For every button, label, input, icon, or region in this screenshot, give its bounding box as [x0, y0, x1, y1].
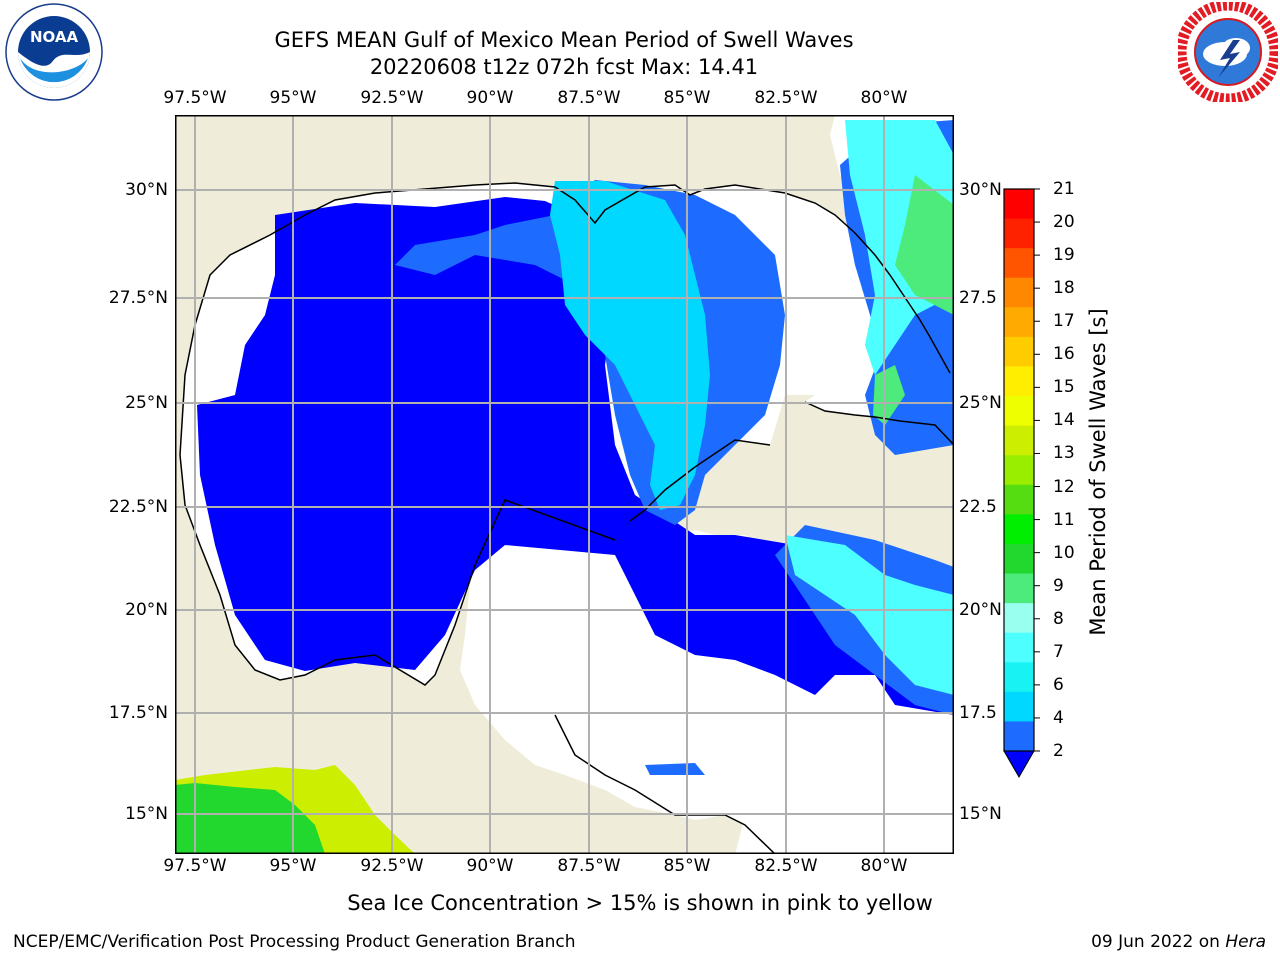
lat-lon-grid [175, 115, 954, 854]
colorbar-extend-arrow [1003, 750, 1035, 779]
colorbar-tick-label: 12 [1053, 476, 1075, 497]
colorbar-tick-label: 18 [1053, 278, 1075, 299]
lon-tick-top: 95°W [269, 88, 317, 108]
noaa-logo: NOAA [5, 3, 103, 101]
lon-tick-top: 87.5°W [557, 88, 621, 108]
colorbar-segment [1004, 662, 1034, 693]
footer-host: Hera [1225, 932, 1266, 952]
colorbar-segment [1004, 425, 1034, 456]
noaa-logo-text: NOAA [30, 28, 79, 46]
nws-logo [1178, 2, 1278, 102]
lon-tick-bottom: 92.5°W [360, 856, 424, 876]
lat-tick-right: 27.5 [959, 288, 997, 308]
lat-tick-left: 20°N [125, 600, 168, 620]
colorbar-frame [1003, 188, 1035, 752]
colorbar-tick-label: 9 [1053, 575, 1064, 596]
lon-tick-top: 90°W [466, 88, 514, 108]
lon-tick-bottom: 82.5°W [754, 856, 818, 876]
colorbar-segment [1004, 307, 1034, 338]
footer-date-text: 09 Jun 2022 on [1091, 932, 1226, 952]
colorbar-tick-label: 10 [1053, 542, 1075, 563]
lon-tick-top: 80°W [860, 88, 908, 108]
map-title: GEFS MEAN Gulf of Mexico Mean Period of … [274, 28, 854, 52]
colorbar-segment [1004, 455, 1034, 486]
colorbar-tick-label: 4 [1053, 707, 1064, 728]
lat-tick-right: 25°N [959, 393, 1002, 413]
gulf-swell-period-map [175, 115, 954, 854]
lon-tick-top: 97.5°W [163, 88, 227, 108]
colorbar-tick-label: 11 [1053, 509, 1075, 530]
lat-tick-left: 30°N [125, 180, 168, 200]
lat-tick-left: 25°N [125, 393, 168, 413]
lon-tick-bottom: 97.5°W [163, 856, 227, 876]
lat-tick-right: 30°N [959, 180, 1002, 200]
colorbar-segment [1004, 336, 1034, 367]
colorbar-tick-label: 8 [1053, 608, 1064, 629]
colorbar-tick-label: 19 [1053, 245, 1075, 266]
lon-tick-top: 85°W [663, 88, 711, 108]
lon-tick-bottom: 95°W [269, 856, 317, 876]
footer-credit: NCEP/EMC/Verification Post Processing Pr… [13, 932, 576, 952]
colorbar-segment [1004, 366, 1034, 397]
colorbar-tick-label: 15 [1053, 377, 1075, 398]
map-subtitle: 20220608 t12z 072h fcst Max: 14.41 [369, 55, 759, 79]
lon-tick-bottom: 80°W [860, 856, 908, 876]
lat-tick-left: 15°N [125, 804, 168, 824]
colorbar-tick-label: 2 [1053, 741, 1064, 761]
colorbar-segment [1004, 603, 1034, 634]
map-frame [175, 115, 954, 854]
colorbar-tick-label: 21 [1053, 179, 1075, 199]
lat-tick-left: 22.5°N [108, 497, 168, 517]
colorbar [1003, 188, 1040, 779]
colorbar-segment [1004, 691, 1034, 722]
lon-tick-top: 92.5°W [360, 88, 424, 108]
colorbar-segment [1004, 573, 1034, 604]
lat-tick-left: 27.5°N [108, 288, 168, 308]
colorbar-segment [1004, 632, 1034, 663]
lat-tick-right: 15°N [959, 804, 1002, 824]
colorbar-tick-label: 14 [1053, 410, 1075, 431]
colorbar-tick-label: 13 [1053, 443, 1075, 464]
colorbar-label: Mean Period of Swell Waves [s] [1086, 308, 1110, 636]
lat-tick-right: 20°N [959, 600, 1002, 620]
lat-tick-right: 17.5 [959, 703, 997, 723]
lon-tick-bottom: 87.5°W [557, 856, 621, 876]
colorbar-segment [1004, 721, 1034, 752]
colorbar-segment [1004, 396, 1034, 427]
colorbar-segment [1004, 484, 1034, 515]
colorbar-segment [1004, 514, 1034, 545]
lon-tick-bottom: 90°W [466, 856, 514, 876]
colorbar-segment [1004, 543, 1034, 575]
caribbean-ocean [615, 635, 954, 854]
colorbar-segment [1004, 218, 1034, 249]
colorbar-tick-label: 20 [1053, 212, 1075, 233]
lon-tick-bottom: 85°W [663, 856, 711, 876]
lat-tick-right: 22.5 [959, 497, 997, 517]
colorbar-tick-label: 17 [1053, 311, 1075, 332]
colorbar-tick-label: 6 [1053, 674, 1064, 695]
colorbar-segment [1004, 248, 1034, 279]
colorbar-segment [1004, 277, 1034, 308]
colorbar-tick-label: 16 [1053, 344, 1075, 365]
caption: Sea Ice Concentration > 15% is shown in … [347, 891, 933, 915]
lon-tick-top: 82.5°W [754, 88, 818, 108]
lat-tick-left: 17.5°N [108, 703, 168, 723]
colorbar-tick-label: 7 [1053, 641, 1064, 662]
colorbar-segment [1004, 189, 1034, 220]
footer-date: 09 Jun 2022 on Hera [1091, 932, 1266, 952]
